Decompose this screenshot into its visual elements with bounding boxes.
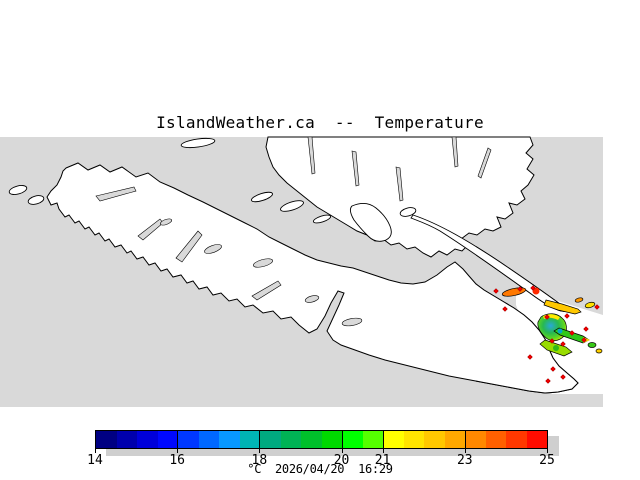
station-marker: [560, 341, 566, 347]
station-marker: [581, 337, 587, 343]
station-marker: [530, 285, 536, 291]
colorbar-segment: [403, 431, 424, 448]
colorbar-caption: °C 2026/04/20 16:29: [247, 462, 393, 476]
colorbar-segment: [465, 431, 486, 448]
colorbar-segment: [301, 431, 322, 448]
station-marker: [545, 378, 551, 384]
colorbar-segment: [444, 431, 465, 448]
colorbar-segment: [383, 431, 404, 448]
station-marker: [502, 306, 508, 312]
station-marker: [527, 354, 533, 360]
colorbar-segment: [96, 431, 117, 448]
station-markers: [493, 285, 600, 384]
station-marker: [569, 330, 575, 336]
colorbar-segment: [219, 431, 240, 448]
colorbar-segment: [239, 431, 260, 448]
colorbar-segment: [362, 431, 383, 448]
station-marker: [544, 314, 550, 320]
colorbar-segment: [280, 431, 301, 448]
colorbar-segment: [137, 431, 158, 448]
station-marker: [564, 313, 570, 319]
strait-white-water: [516, 288, 603, 394]
page-title: IslandWeather.ca -- Temperature: [156, 113, 484, 132]
colorbar-segment: [424, 431, 445, 448]
lasqueti-island: [543, 299, 582, 315]
station-marker: [493, 288, 499, 294]
colorbar-segment: [198, 431, 219, 448]
island-inlets-lakes: [95, 186, 363, 327]
temperature-colorbar: [95, 430, 548, 449]
gulf-islands: [501, 287, 603, 357]
station-marker: [594, 304, 600, 310]
station-marker: [560, 374, 566, 380]
colorbar-segment: [321, 431, 342, 448]
colorbar-segment: [178, 431, 199, 448]
station-marker: [583, 326, 589, 332]
station-marker: [549, 338, 555, 344]
colorbar-segment: [485, 431, 506, 448]
colorbar-segment: [342, 431, 363, 448]
mainland-fjords: [307, 136, 492, 202]
station-marker: [550, 366, 556, 372]
colorbar-segment: [526, 431, 547, 448]
colorbar-segment: [260, 431, 281, 448]
vancouver-island: [46, 162, 579, 394]
colorbar-segment: [157, 431, 178, 448]
colorbar-segment: [506, 431, 527, 448]
station-marker: [517, 286, 523, 292]
colorbar-segment: [116, 431, 137, 448]
